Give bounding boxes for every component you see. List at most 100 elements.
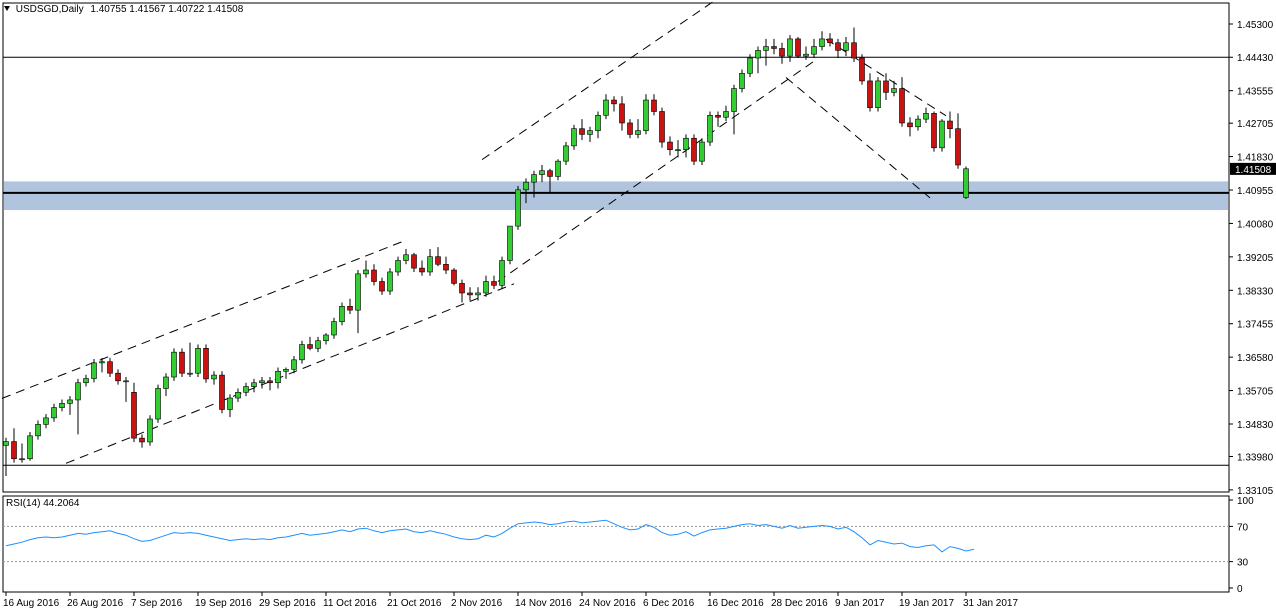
candle-bull xyxy=(91,362,97,379)
price-tick-label: 1.45300 xyxy=(1237,20,1274,31)
candle-bull xyxy=(923,113,929,120)
current-price-label: 1.41508 xyxy=(1235,165,1272,176)
rsi-tick-label: 0 xyxy=(1237,584,1243,595)
candle-bear xyxy=(651,99,657,112)
candle-bull xyxy=(315,340,321,349)
date-tick-label: 29 Sep 2016 xyxy=(259,598,316,609)
candle-bull xyxy=(387,271,393,292)
candle-bear xyxy=(827,38,833,44)
candle-bear xyxy=(771,46,777,49)
candle-bear xyxy=(835,42,841,51)
date-tick-label: 31 Jan 2017 xyxy=(963,598,1018,609)
candle-bear xyxy=(779,48,785,57)
candle-bull xyxy=(395,260,401,273)
candle-bear xyxy=(11,441,17,460)
candle-bull xyxy=(603,99,609,116)
support-zone xyxy=(4,181,1228,211)
ohlc-label: 1.40755 1.41567 1.40722 1.41508 xyxy=(90,4,244,15)
rsi-line xyxy=(5,519,975,553)
dropdown-triangle-icon[interactable] xyxy=(4,6,10,11)
date-tick-label: 24 Nov 2016 xyxy=(579,598,636,609)
candle-bull xyxy=(195,348,201,374)
candle-bear xyxy=(579,128,585,135)
price-tick-label: 1.40955 xyxy=(1237,186,1274,197)
candle-bull xyxy=(563,145,569,162)
date-tick-label: 11 Oct 2016 xyxy=(323,598,377,609)
price-tick-label: 1.33105 xyxy=(1237,486,1274,497)
price-tick-label: 1.44430 xyxy=(1237,53,1274,64)
candle-bear xyxy=(443,264,449,271)
candle-bear xyxy=(715,115,721,118)
rsi-tick-label: 100 xyxy=(1237,496,1254,507)
candle-bear xyxy=(931,113,937,149)
candle-bull xyxy=(259,380,265,384)
candle-bull xyxy=(59,403,65,408)
candle-bull xyxy=(595,115,601,131)
channel-line xyxy=(481,0,715,161)
candle-bear xyxy=(451,269,457,284)
candle-bull xyxy=(3,441,9,446)
candle-bull xyxy=(787,38,793,57)
candle-bear xyxy=(851,42,857,59)
candle-bear xyxy=(467,292,473,296)
candle-bear xyxy=(627,122,633,135)
candle-bear xyxy=(379,281,385,292)
candle-bear xyxy=(667,141,673,150)
candle-bull xyxy=(571,128,577,147)
candle-bull xyxy=(643,99,649,131)
candle-bull xyxy=(803,53,809,57)
candle-bull xyxy=(83,378,89,384)
candle-bull xyxy=(251,382,257,387)
date-tick-label: 14 Nov 2016 xyxy=(515,598,572,609)
candle-bull xyxy=(475,292,481,296)
candle-bull xyxy=(235,391,241,399)
price-tick-label: 1.36580 xyxy=(1237,353,1274,364)
candle-bear xyxy=(307,344,313,349)
candle-bear xyxy=(219,374,225,410)
candle-bull xyxy=(51,407,57,419)
candle-bear xyxy=(347,306,353,311)
candle-bear xyxy=(795,38,801,57)
rsi-tick-label: 30 xyxy=(1237,558,1249,569)
price-tick-label: 1.40080 xyxy=(1237,219,1274,230)
date-tick-label: 16 Dec 2016 xyxy=(707,598,764,609)
price-tick-label: 1.33980 xyxy=(1237,452,1274,463)
candle-bull xyxy=(27,435,33,460)
candle-bull xyxy=(187,372,193,375)
candle-bull xyxy=(43,417,49,425)
candle-bear xyxy=(619,103,625,124)
candle-bear xyxy=(867,80,873,108)
date-tick-label: 7 Sep 2016 xyxy=(131,598,183,609)
rsi-tick-label: 70 xyxy=(1237,522,1249,533)
candle-bear xyxy=(611,99,617,105)
candle-bull xyxy=(331,321,337,336)
candle-bull xyxy=(731,88,737,112)
candle-bull xyxy=(19,458,25,461)
candle-bull xyxy=(483,281,489,294)
candle-bull xyxy=(531,174,537,183)
candle-bull xyxy=(515,189,521,227)
date-tick-label: 19 Sep 2016 xyxy=(195,598,252,609)
candle-bull xyxy=(763,46,769,51)
candles-group xyxy=(3,27,969,476)
candle-bull xyxy=(403,254,409,261)
candle-bull xyxy=(891,88,897,93)
candle-bull xyxy=(339,306,345,322)
rsi-panel: 0 30 70 100 xyxy=(2,495,1254,595)
candle-bull xyxy=(363,269,369,275)
candle-bull xyxy=(963,168,969,198)
candle-bull xyxy=(427,256,433,273)
candle-bull xyxy=(819,38,825,47)
candle-bear xyxy=(907,122,913,128)
date-tick-label: 28 Dec 2016 xyxy=(771,598,828,609)
candle-bull xyxy=(75,382,81,401)
date-tick-label: 16 Aug 2016 xyxy=(3,598,60,609)
price-tick-label: 1.39205 xyxy=(1237,253,1274,264)
price-panel-frame xyxy=(2,2,1230,493)
candle-bear xyxy=(203,348,209,380)
date-tick-label: 21 Oct 2016 xyxy=(387,598,442,609)
channel-line xyxy=(65,283,515,464)
candle-bull xyxy=(227,397,233,410)
candle-bull xyxy=(323,334,329,342)
